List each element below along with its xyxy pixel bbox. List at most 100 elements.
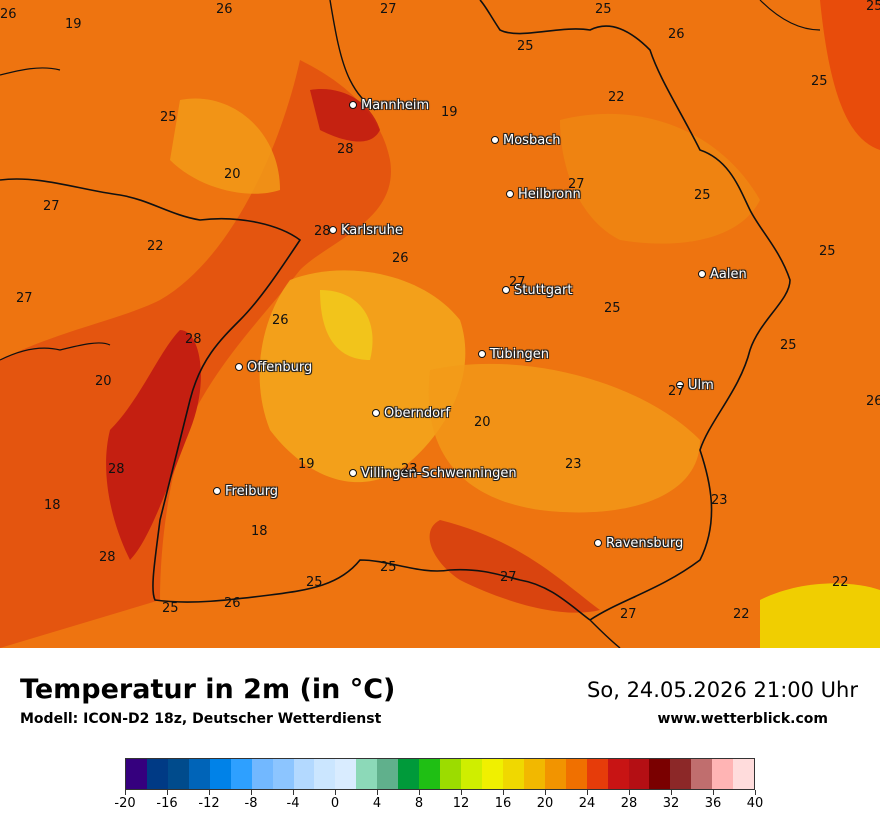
legend-tick-label: 16: [494, 796, 512, 811]
border-line-west: [0, 342, 111, 361]
legend-swatch: [293, 759, 315, 789]
city-tuebingen: Tübingen: [478, 347, 549, 362]
legend-swatch: [565, 759, 587, 789]
city-ravensburg: Ravensburg: [594, 536, 683, 551]
legend-swatch: [356, 759, 378, 789]
legend-tick-label: -16: [156, 796, 178, 811]
legend-swatch: [126, 759, 147, 789]
legend-tick-label: 32: [662, 796, 680, 811]
city-label: Tübingen: [490, 347, 549, 362]
legend-swatch: [733, 759, 755, 789]
legend-tick-mark: [629, 790, 630, 795]
temp-value: 22: [147, 239, 164, 254]
city-oberndorf: Oberndorf: [372, 406, 450, 421]
city-heilbronn: Heilbronn: [506, 187, 581, 202]
legend-swatch: [712, 759, 734, 789]
city-label: Heilbronn: [518, 187, 581, 202]
temp-value: 25: [604, 301, 621, 316]
legend-swatch: [628, 759, 650, 789]
website-link[interactable]: www.wetterblick.com: [657, 711, 829, 727]
temp-value: 19: [65, 17, 82, 32]
legend-swatch: [398, 759, 420, 789]
hot-spot-mannheim: [310, 89, 380, 142]
legend-tick-mark: [587, 790, 588, 795]
temp-value: 20: [224, 167, 241, 182]
cool-zone-east: [428, 363, 700, 513]
legend-tick-label: 4: [372, 796, 382, 811]
legend-tick-mark: [167, 790, 168, 795]
border-line-east: [479, 0, 791, 621]
temp-value: 28: [185, 332, 202, 347]
legend-swatch: [251, 759, 273, 789]
cool-zone-north: [170, 98, 280, 194]
warm-zone-northeast: [820, 0, 880, 150]
temp-value: 27: [568, 177, 585, 192]
map-canvas: [0, 0, 880, 648]
legend-tick-mark: [545, 790, 546, 795]
forecast-datetime: So, 24.05.2026 21:00 Uhr: [587, 678, 858, 702]
temp-value: 25: [306, 575, 323, 590]
legend-tick-mark: [293, 790, 294, 795]
temp-value: 27: [509, 275, 526, 290]
cool-zone-center: [259, 270, 466, 483]
warm-zone-bodensee: [429, 520, 600, 613]
legend-swatch: [586, 759, 608, 789]
legend-swatch: [377, 759, 399, 789]
legend-swatch: [670, 759, 692, 789]
temp-value: 26: [272, 313, 289, 328]
legend-tick-mark: [377, 790, 378, 795]
city-freiburg: Freiburg: [213, 484, 278, 499]
temp-value: 18: [251, 524, 268, 539]
legend-tick-label: -4: [286, 796, 300, 811]
legend-tick-label: -8: [244, 796, 258, 811]
city-label: Stuttgart: [514, 283, 573, 298]
legend-swatch: [230, 759, 252, 789]
legend-swatch: [335, 759, 357, 789]
legend-tick-label: -12: [198, 796, 220, 811]
city-ulm: Ulm: [676, 378, 714, 393]
temp-value: 27: [500, 570, 517, 585]
border-line-south: [589, 619, 621, 648]
temp-value: 25: [780, 338, 797, 353]
legend-swatch: [419, 759, 441, 789]
city-label: Oberndorf: [384, 406, 450, 421]
temp-value: 26: [216, 2, 233, 17]
temp-value: 25: [160, 110, 177, 125]
legend-swatch: [523, 759, 545, 789]
city-label: Ulm: [688, 378, 714, 393]
temp-value: 22: [832, 575, 849, 590]
legend-tick-mark: [503, 790, 504, 795]
city-label: Aalen: [710, 267, 747, 282]
temp-value: 25: [380, 560, 397, 575]
legend-tick-mark: [461, 790, 462, 795]
temp-value: 27: [668, 384, 685, 399]
temp-value: 18: [44, 498, 61, 513]
legend-tick-label: 12: [452, 796, 470, 811]
temp-value: 25: [694, 188, 711, 203]
legend-tick-mark: [419, 790, 420, 795]
temp-value: 26: [224, 596, 241, 611]
temperature-map: Mannheim Mosbach Heilbronn Karlsruhe Stu…: [0, 0, 880, 648]
warm-zone-hohenlohe: [560, 113, 760, 244]
border-line-edges: [0, 0, 821, 76]
temp-value: 26: [0, 7, 17, 22]
legend-tick-mark: [755, 790, 756, 795]
city-villingen-schwenningen: Villingen-Schwenningen: [349, 466, 517, 481]
legend-swatch: [167, 759, 189, 789]
border-line: [0, 178, 591, 621]
legend-tick-label: 36: [704, 796, 722, 811]
temp-value: 19: [441, 105, 458, 120]
legend-tick-mark: [251, 790, 252, 795]
legend-swatch: [649, 759, 671, 789]
legend-tick-mark: [671, 790, 672, 795]
temp-value: 25: [819, 244, 836, 259]
coolest-zone: [320, 290, 373, 360]
temp-value: 22: [733, 607, 750, 622]
legend-swatch: [209, 759, 231, 789]
city-label: Offenburg: [247, 360, 313, 375]
cool-zone-southeast: [760, 583, 880, 648]
legend-tick-label: 40: [746, 796, 764, 811]
temp-value: 25: [866, 0, 880, 14]
temp-value: 27: [620, 607, 637, 622]
temp-value: 27: [16, 291, 33, 306]
